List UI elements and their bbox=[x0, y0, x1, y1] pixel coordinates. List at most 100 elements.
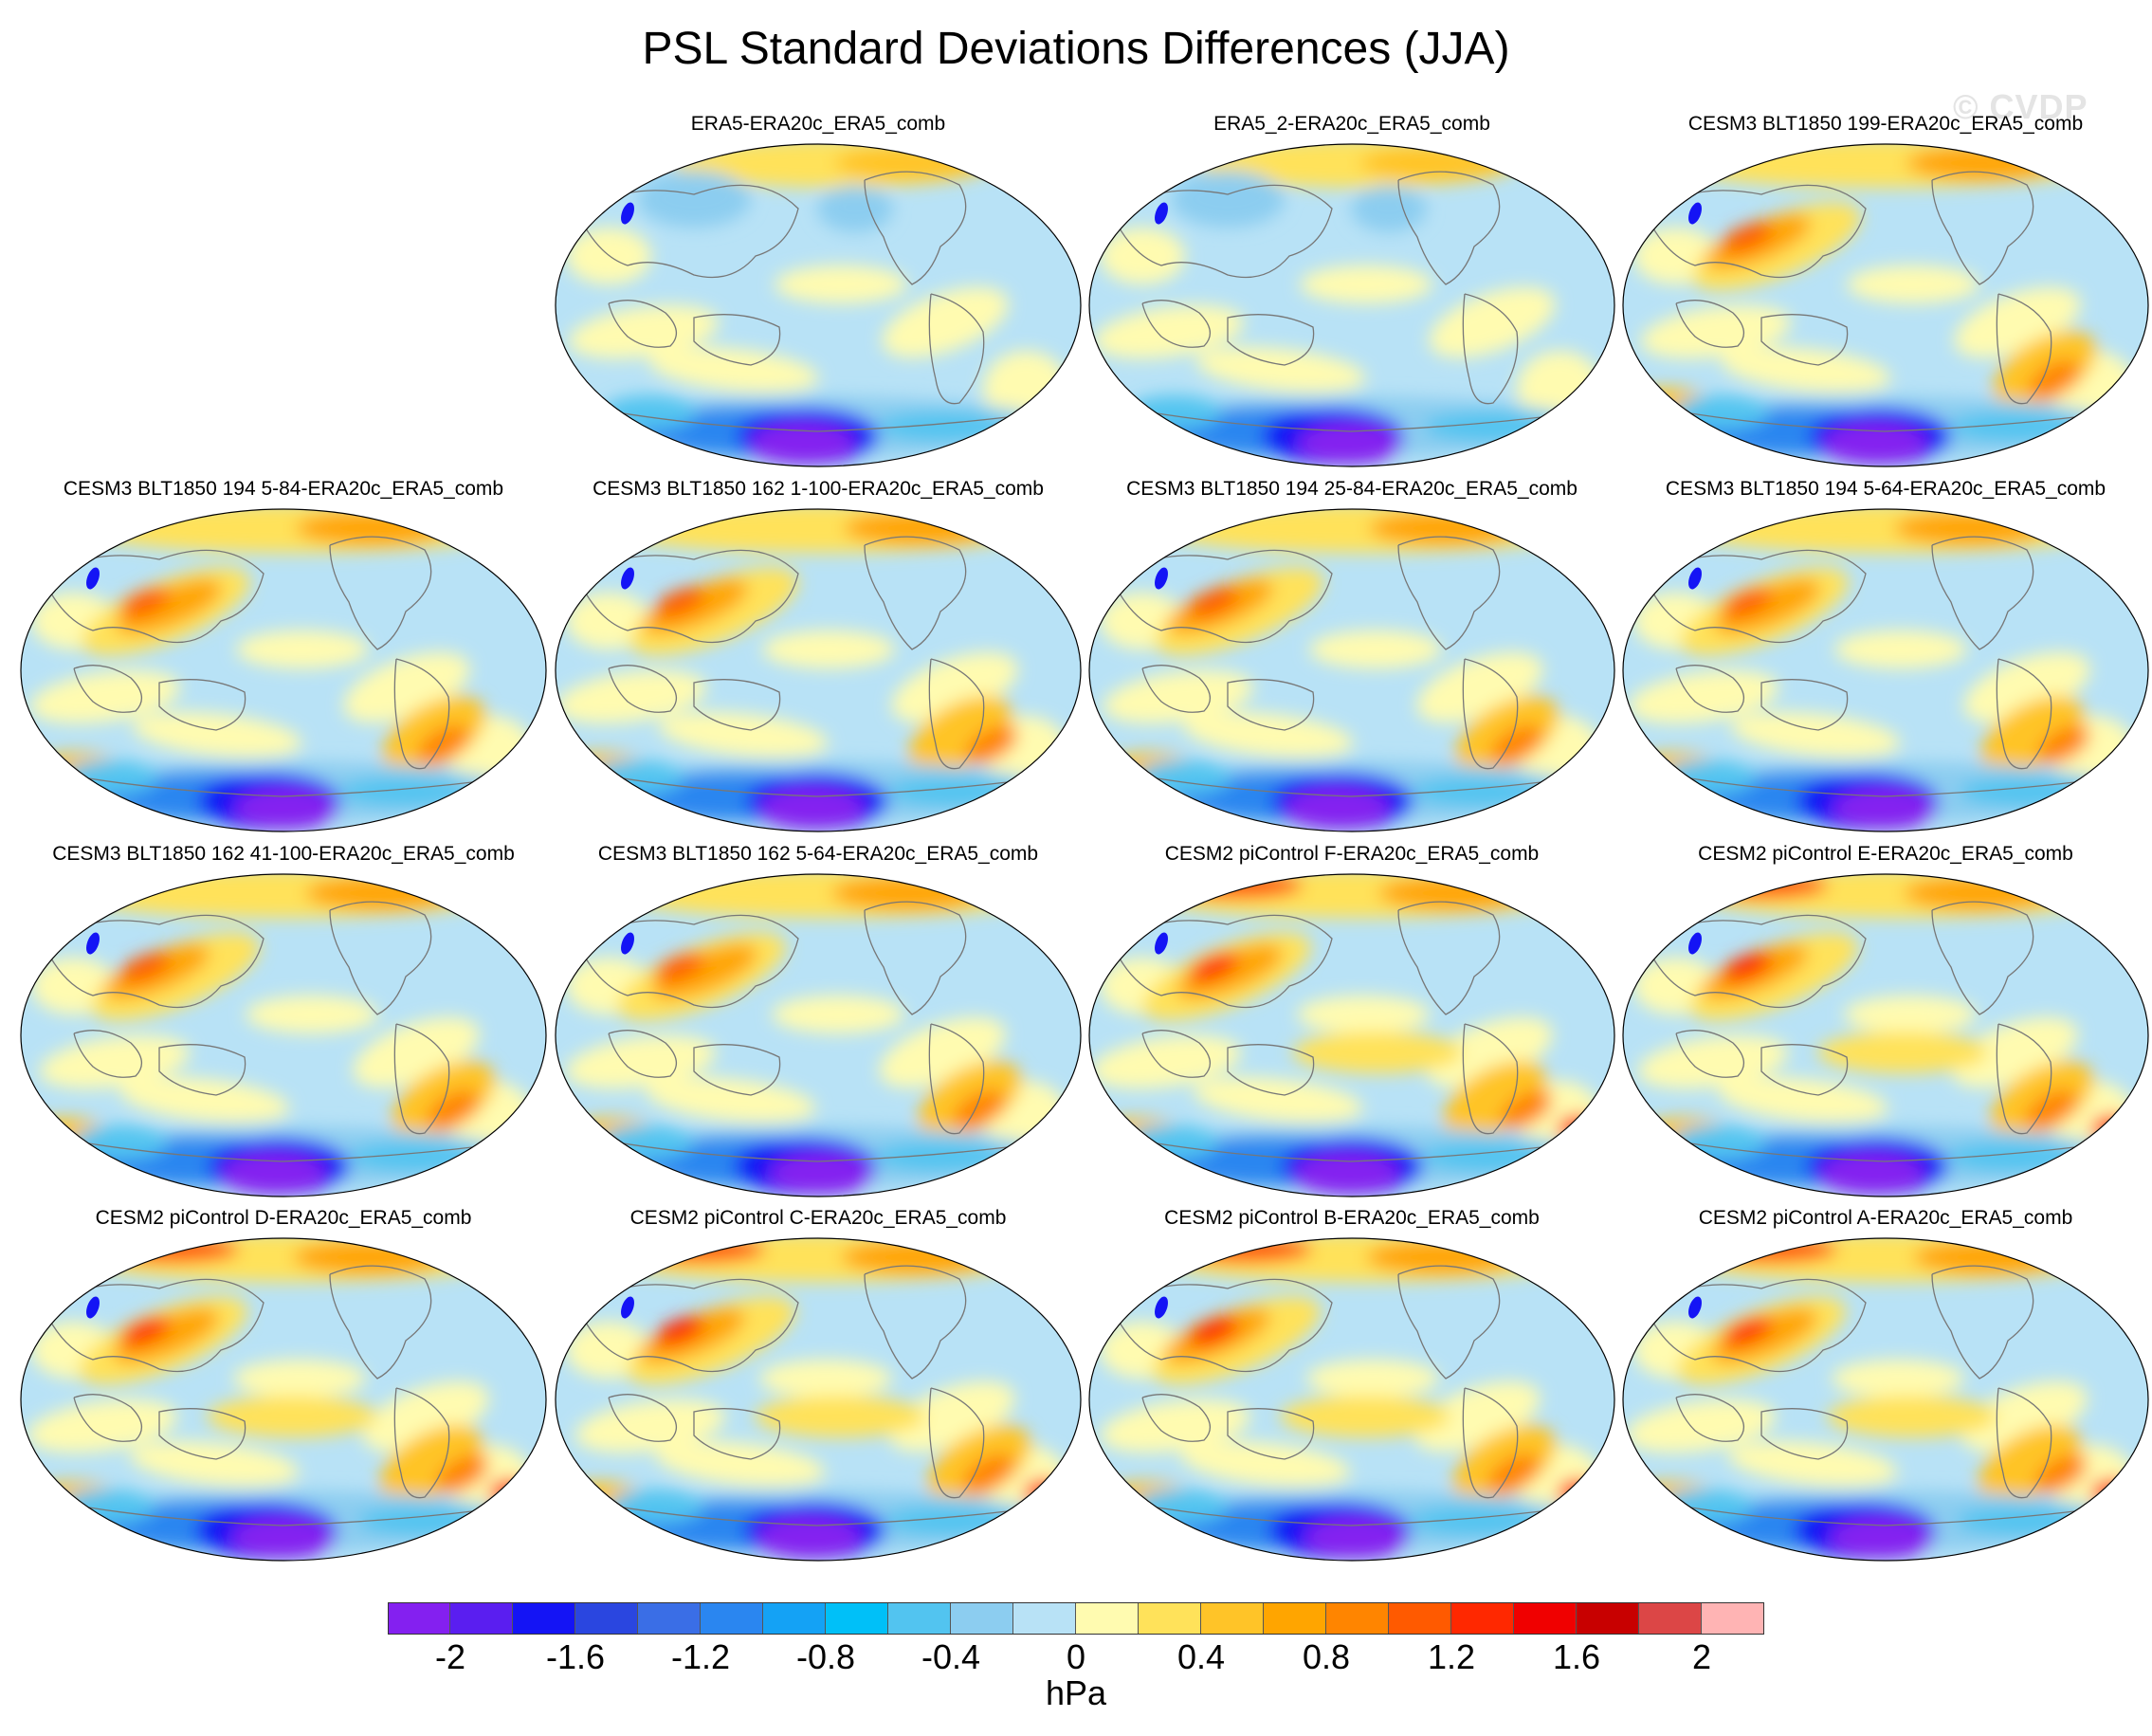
panel-title: CESM3 BLT1850 199-ERA20c_ERA5_comb bbox=[1687, 113, 2084, 135]
map-panel: CESM3 BLT1850 194 5-84-ERA20c_ERA5_comb bbox=[17, 477, 550, 832]
colorbar-tick-label: -0.4 bbox=[921, 1637, 981, 1676]
coastlines bbox=[579, 536, 1046, 797]
contour-field bbox=[1089, 1238, 1614, 1561]
colorbar-swatch bbox=[1139, 1602, 1201, 1635]
panel-title: CESM2 piControl C-ERA20c_ERA5_comb bbox=[629, 1207, 1007, 1229]
colorbar-swatch bbox=[513, 1602, 575, 1635]
map-outline bbox=[1622, 873, 2149, 1197]
colorbar-tick-label: -1.2 bbox=[670, 1637, 731, 1676]
map-outline bbox=[555, 1237, 1082, 1562]
panel-title: CESM3 BLT1850 162 5-64-ERA20c_ERA5_comb bbox=[597, 843, 1039, 865]
map-plot bbox=[555, 1237, 1082, 1562]
colorbar-swatch bbox=[1577, 1602, 1639, 1635]
colorbar-swatch bbox=[1076, 1602, 1139, 1635]
contour-field bbox=[1623, 144, 2148, 466]
colorbar-tick-label: 0.4 bbox=[1176, 1637, 1226, 1676]
colorbar-swatch bbox=[1639, 1602, 1702, 1635]
coastlines bbox=[45, 1265, 511, 1526]
map-panel: CESM3 BLT1850 194 5-64-ERA20c_ERA5_comb bbox=[1619, 477, 2152, 832]
map-plot bbox=[1088, 143, 1615, 467]
map-panel: ERA5_2-ERA20c_ERA5_comb bbox=[1085, 112, 1618, 467]
colorbar-tick-label: -2 bbox=[434, 1637, 465, 1676]
panel-title: ERA5-ERA20c_ERA5_comb bbox=[690, 113, 946, 135]
coastlines bbox=[45, 536, 511, 797]
panel-title: CESM3 BLT1850 194 5-64-ERA20c_ERA5_comb bbox=[1665, 478, 2106, 500]
contour-field bbox=[21, 509, 546, 831]
map-plot bbox=[1088, 1237, 1615, 1562]
map-outline bbox=[1622, 143, 2149, 467]
map-outline bbox=[1088, 873, 1615, 1197]
colorbar-swatch bbox=[888, 1602, 951, 1635]
map-outline bbox=[555, 508, 1082, 832]
map-panel: CESM2 piControl B-ERA20c_ERA5_comb bbox=[1085, 1206, 1618, 1562]
map-panel: CESM3 BLT1850 162 5-64-ERA20c_ERA5_comb bbox=[552, 842, 1085, 1197]
map-panel: CESM3 BLT1850 194 25-84-ERA20c_ERA5_comb bbox=[1085, 477, 1618, 832]
panel-title: CESM3 BLT1850 194 25-84-ERA20c_ERA5_comb bbox=[1126, 478, 1578, 500]
colorbar-swatch bbox=[575, 1602, 638, 1635]
colorbar-swatch bbox=[1326, 1602, 1389, 1635]
contour-field bbox=[556, 144, 1081, 466]
coastlines bbox=[1647, 536, 2113, 797]
map-outline bbox=[1088, 1237, 1615, 1562]
colorbar-tick-label: -1.6 bbox=[545, 1637, 606, 1676]
colorbar-swatch bbox=[388, 1602, 450, 1635]
map-outline bbox=[1622, 508, 2149, 832]
colorbar-swatch bbox=[450, 1602, 513, 1635]
colorbar-swatch bbox=[763, 1602, 826, 1635]
coastlines bbox=[1113, 1265, 1579, 1526]
map-plot bbox=[20, 508, 547, 832]
colorbar-swatch bbox=[826, 1602, 888, 1635]
colorbar-units: hPa bbox=[1045, 1673, 1107, 1712]
colorbar-tick-label: 1.2 bbox=[1427, 1637, 1476, 1676]
map-panel: CESM3 BLT1850 162 1-100-ERA20c_ERA5_comb bbox=[552, 477, 1085, 832]
map-panel: CESM2 piControl D-ERA20c_ERA5_comb bbox=[17, 1206, 550, 1562]
map-panel: ERA5-ERA20c_ERA5_comb bbox=[552, 112, 1085, 467]
panel-title: CESM2 piControl D-ERA20c_ERA5_comb bbox=[95, 1207, 472, 1229]
map-panel: CESM3 BLT1850 162 41-100-ERA20c_ERA5_com… bbox=[17, 842, 550, 1197]
map-panel: CESM3 BLT1850 199-ERA20c_ERA5_comb bbox=[1619, 112, 2152, 467]
map-outline bbox=[20, 873, 547, 1197]
map-plot bbox=[20, 873, 547, 1197]
map-outline bbox=[1088, 143, 1615, 467]
map-plot bbox=[1088, 873, 1615, 1197]
coastlines bbox=[1113, 901, 1579, 1162]
colorbar-swatch bbox=[951, 1602, 1013, 1635]
colorbar bbox=[388, 1602, 1764, 1635]
colorbar-tick-label: -0.8 bbox=[795, 1637, 856, 1676]
colorbar-swatch bbox=[1702, 1602, 1764, 1635]
map-plot bbox=[1622, 143, 2149, 467]
map-plot bbox=[555, 508, 1082, 832]
contour-field bbox=[1089, 144, 1614, 466]
map-panel: CESM2 piControl F-ERA20c_ERA5_comb bbox=[1085, 842, 1618, 1197]
coastlines bbox=[1647, 1265, 2113, 1526]
panel-title: CESM2 piControl F-ERA20c_ERA5_comb bbox=[1164, 843, 1540, 865]
watermark: © CVDP bbox=[1953, 87, 2088, 126]
colorbar-tick-label: 1.6 bbox=[1552, 1637, 1601, 1676]
colorbar-swatch bbox=[1264, 1602, 1326, 1635]
colorbar-swatch bbox=[701, 1602, 763, 1635]
map-outline bbox=[20, 508, 547, 832]
contour-field bbox=[556, 1238, 1081, 1561]
panel-title: CESM2 piControl A-ERA20c_ERA5_comb bbox=[1698, 1207, 2073, 1229]
contour-field bbox=[1089, 509, 1614, 831]
panel-title: ERA5_2-ERA20c_ERA5_comb bbox=[1213, 113, 1490, 135]
coastlines bbox=[579, 901, 1046, 1162]
panel-title: CESM2 piControl B-ERA20c_ERA5_comb bbox=[1164, 1207, 1540, 1229]
colorbar-swatch bbox=[1201, 1602, 1264, 1635]
contour-field bbox=[1623, 874, 2148, 1197]
panel-title: CESM2 piControl E-ERA20c_ERA5_comb bbox=[1698, 843, 2073, 865]
map-panel: CESM2 piControl C-ERA20c_ERA5_comb bbox=[552, 1206, 1085, 1562]
contour-field bbox=[1623, 509, 2148, 831]
map-plot bbox=[555, 143, 1082, 467]
map-panel: CESM2 piControl E-ERA20c_ERA5_comb bbox=[1619, 842, 2152, 1197]
colorbar-tick-label: 0.8 bbox=[1302, 1637, 1351, 1676]
panel-title: CESM3 BLT1850 162 1-100-ERA20c_ERA5_comb bbox=[593, 478, 1044, 500]
map-plot bbox=[1622, 873, 2149, 1197]
coastlines bbox=[579, 171, 1046, 432]
coastlines bbox=[579, 1265, 1046, 1526]
colorbar-swatch bbox=[1013, 1602, 1076, 1635]
coastlines bbox=[1647, 171, 2113, 432]
page-title: PSL Standard Deviations Differences (JJA… bbox=[642, 24, 1510, 74]
panel-title: CESM3 BLT1850 162 41-100-ERA20c_ERA5_com… bbox=[52, 843, 515, 865]
map-outline bbox=[555, 873, 1082, 1197]
